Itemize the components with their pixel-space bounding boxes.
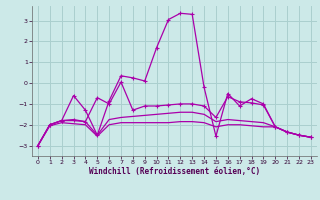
X-axis label: Windchill (Refroidissement éolien,°C): Windchill (Refroidissement éolien,°C) xyxy=(89,167,260,176)
